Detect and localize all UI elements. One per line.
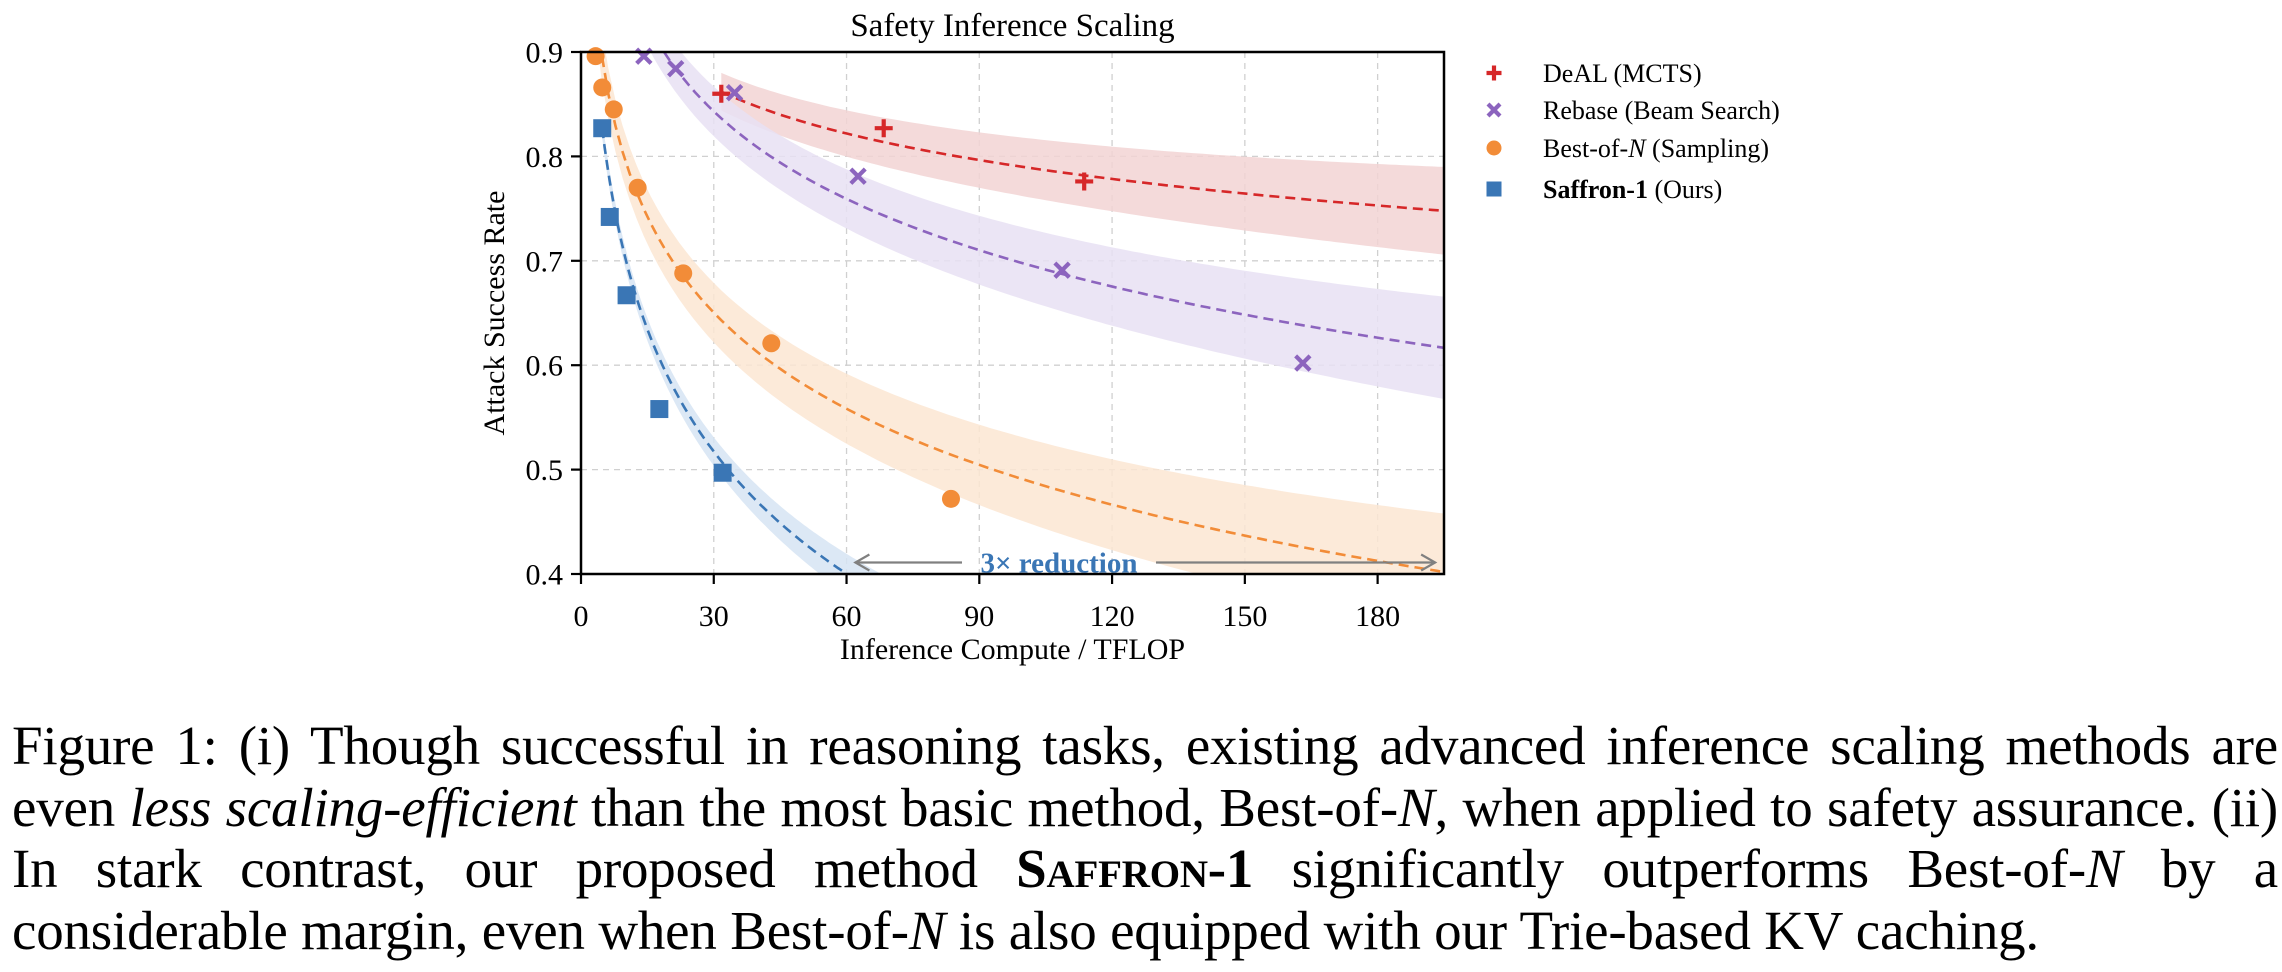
legend-label-text: Rebase <box>1543 96 1618 125</box>
x-axis-label: Inference Compute / TFLOP <box>840 633 1185 666</box>
caption-text: than the most basic method, Best-of- <box>576 776 1398 838</box>
data-point-circle <box>604 100 623 119</box>
legend-marker-plus <box>1486 65 1502 81</box>
legend-marker-circle <box>1486 140 1502 156</box>
caption-math-n: N <box>908 899 946 961</box>
data-point-circle <box>586 47 605 66</box>
fit-line <box>600 128 850 574</box>
confidence-bands <box>598 52 1444 574</box>
x-tick-label: 120 <box>1090 600 1135 633</box>
legend-marker-x <box>1486 102 1502 118</box>
y-tick-label: 0.4 <box>526 559 564 592</box>
x-tick-label: 60 <box>832 600 862 633</box>
x-tick-label: 180 <box>1355 600 1400 633</box>
y-tick-label: 0.5 <box>526 454 564 487</box>
y-tick-label: 0.6 <box>526 350 564 383</box>
legend-label-text: (Beam Search) <box>1618 96 1780 125</box>
confidence-band <box>598 52 1444 574</box>
legend-label-text: (Ours) <box>1648 175 1722 204</box>
figure-caption: Figure 1: (i) Though successful in reaso… <box>12 715 2278 961</box>
y-tick-label: 0.7 <box>526 245 564 278</box>
data-point-x <box>1294 354 1312 372</box>
arrow-right-head <box>1420 553 1438 572</box>
data-point-plus <box>712 84 731 103</box>
data-point-x <box>1053 261 1071 279</box>
data-point-square <box>650 400 669 419</box>
legend-marker-square <box>1486 181 1502 197</box>
data-points <box>586 47 1312 508</box>
legend: DeAL (MCTS) Rebase (Beam Search) Best-of-N… <box>1486 59 1780 204</box>
plot-frame <box>579 50 1446 576</box>
data-point-circle <box>762 334 781 353</box>
arrow-left-head <box>853 553 870 572</box>
y-tick-label: 0.9 <box>526 37 564 70</box>
y-tick-label: 0.8 <box>526 141 564 174</box>
confidence-band <box>602 118 882 574</box>
legend-label-text: (MCTS) <box>1607 59 1702 88</box>
data-point-square <box>617 286 636 305</box>
data-point-x <box>667 60 685 78</box>
data-point-plus <box>874 119 893 138</box>
axis-ticks: 0 30 60 90 120 150 180 0.4 0.5 0.6 0.7 0.8 0.9 <box>526 37 1401 634</box>
data-point-circle <box>941 489 960 508</box>
caption-text: by a considerable margin, even when Best… <box>12 838 2279 961</box>
caption-emphasis: less scaling-efficient <box>129 776 577 838</box>
legend-label: Best-of-N (Sampling) <box>1543 134 1769 163</box>
legend-label: Saffron-1 (Ours) <box>1543 175 1722 204</box>
caption-method-name: Saffron-1 <box>1016 838 1254 899</box>
caption-math-n: N <box>1397 776 1435 838</box>
x-tick-label: 30 <box>699 600 729 633</box>
legend-label-text: (Sampling) <box>1646 134 1770 163</box>
data-point-circle <box>593 78 612 97</box>
x-tick-label: 0 <box>574 600 589 633</box>
confidence-band <box>650 52 1444 399</box>
caption-text: is also equipped with our Trie-based KV … <box>945 899 2039 961</box>
data-point-square <box>600 207 619 226</box>
fit-line <box>662 52 1444 350</box>
caption-math-n: N <box>2085 838 2123 899</box>
data-point-x <box>725 84 744 102</box>
data-point-plus <box>1075 172 1094 191</box>
legend-label-text: DeAL <box>1543 59 1607 88</box>
x-tick-label: 150 <box>1222 600 1267 633</box>
legend-label: Rebase (Beam Search) <box>1543 96 1780 125</box>
caption-text: , when applied to safety assurance. (ii)… <box>12 776 2278 900</box>
legend-label-text: Best-of- <box>1543 134 1628 163</box>
data-point-circle <box>628 178 647 197</box>
data-point-circle <box>674 264 693 283</box>
data-point-square <box>713 463 732 482</box>
legend-label-bold: Saffron-1 <box>1543 175 1648 204</box>
confidence-band <box>721 72 1444 255</box>
data-point-square <box>593 119 612 138</box>
x-tick-label: 90 <box>964 600 994 633</box>
data-point-x <box>849 167 867 185</box>
legend-label-italic: N <box>1627 134 1647 163</box>
caption-text: Figure 1: (i) Though successful in reaso… <box>12 715 2278 838</box>
y-axis-label: Attack Success Rate <box>478 191 511 436</box>
caption-text: significantly outperforms Best-of- <box>1253 838 2087 899</box>
legend-label: DeAL (MCTS) <box>1543 59 1702 88</box>
chart: 3× reduction 0 30 60 90 120 150 1800.40.50.60.… <box>478 8 1780 666</box>
chart-title: Safety Inference Scaling <box>850 8 1174 44</box>
